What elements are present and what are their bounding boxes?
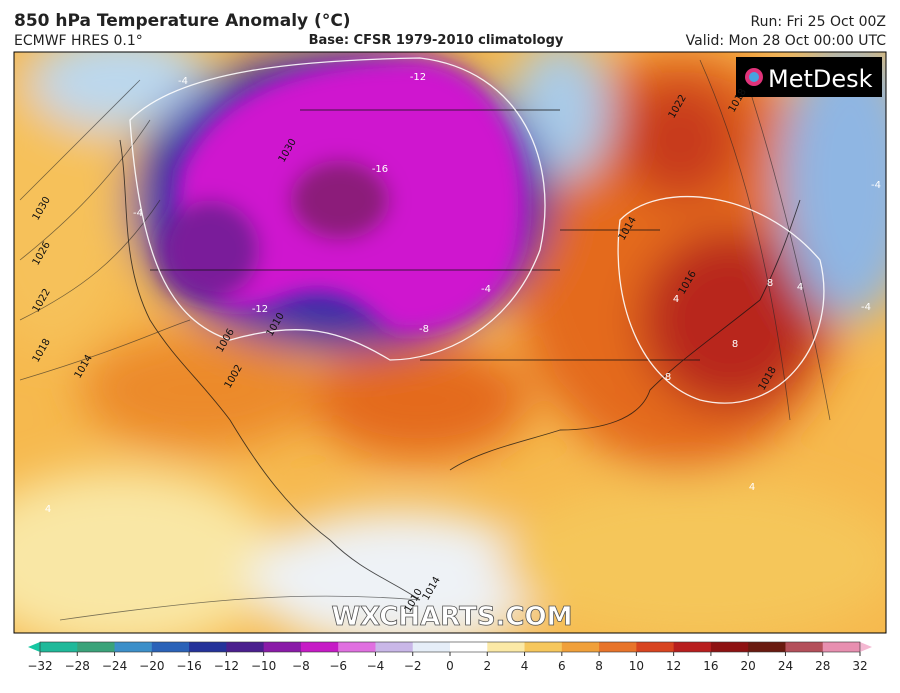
colorbar-label: −6 [329,659,347,673]
colorbar-label: 2 [483,659,491,673]
colorbar-label: 10 [629,659,644,673]
base: Base: CFSR 1979-2010 climatology [309,33,564,48]
colorbar-segment [263,642,302,652]
colorbar-segment [785,642,824,652]
contour-label: 8 [767,278,773,289]
colorbar-segment [599,642,637,652]
colorbar-label: 28 [815,659,830,673]
colorbar-segment [412,642,451,652]
colorbar-segment [636,642,675,652]
colorbar-label: −12 [214,659,239,673]
colorbar-label: 0 [446,659,454,673]
colorbar-segment [40,642,78,652]
logo: MetDesk [768,65,873,93]
contour-label: 4 [45,504,51,515]
colorbar-segment [375,642,414,652]
colorbar-label: 16 [703,659,718,673]
colorbar-segment [673,642,712,652]
watermark: WXCHARTS.COM [331,602,572,632]
colorbar-segment [300,642,339,652]
colorbar-label: 32 [852,659,867,673]
colorbar-label: −4 [367,659,385,673]
colorbar-label: −10 [251,659,276,673]
map-frame [13,51,887,634]
contour-label: -4 [178,76,188,87]
contour-label: -16 [372,164,388,175]
colorbar-segment [77,642,116,652]
colorbar-label: −32 [27,659,52,673]
colorbar-segment [151,642,190,652]
colorbar: −32 −28 −24 −20 −16 −12 −10 −8 −6 −4 −2 0 2 4 6 8 10 12 16… [27,641,872,673]
colorbar-label: 12 [666,659,681,673]
colorbar-segment [710,642,749,652]
colorbar-segment [822,642,861,652]
colorbar-segment [338,642,376,652]
contour-label: -4 [481,284,491,295]
contour-label: 8 [665,372,671,383]
colorbar-label: −8 [292,659,310,673]
colorbar-segment [226,642,265,652]
contour-label: 4 [673,294,679,305]
valid: Valid: Mon 28 Oct 00:00 UTC [686,33,887,49]
colorbar-tip [28,642,40,652]
contour-label: 4 [797,282,803,293]
logo-icon [745,68,763,86]
colorbar-label: 4 [521,659,529,673]
colorbar-segment [487,642,526,652]
contour-label: -12 [252,304,268,315]
colorbar-segment [561,642,600,652]
contour-label: -4 [861,302,871,313]
model: ECMWF HRES 0.1° [14,33,143,49]
run: Run: Fri 25 Oct 00Z [751,14,886,30]
colorbar-segment [524,642,563,652]
contour-label: 4 [749,482,755,493]
colorbar-label: −20 [139,659,164,673]
colorbar-segment [189,642,227,652]
colorbar-tip [860,642,872,652]
contour-label: -4 [871,180,881,191]
colorbar-segment [114,642,153,652]
contour-label: -8 [419,324,429,335]
colorbar-label: −28 [65,659,90,673]
colorbar-label: −16 [176,659,201,673]
colorbar-label: −2 [404,659,422,673]
colorbar-segment [748,642,786,652]
colorbar-label: 8 [595,659,603,673]
contour-label: -12 [410,72,426,83]
colorbar-label: 24 [778,659,793,673]
contour-label: 8 [732,339,738,350]
colorbar-label: 20 [741,659,756,673]
colorbar-segment [450,642,488,652]
title: 850 hPa Temperature Anomaly (°C) [14,11,351,31]
colorbar-label: 6 [558,659,566,673]
map: MetDesk WXCHARTS.COM -12-161030-4-4-12-8… [14,52,886,633]
contour-label: -4 [133,208,143,219]
colorbar-label: −24 [102,659,127,673]
